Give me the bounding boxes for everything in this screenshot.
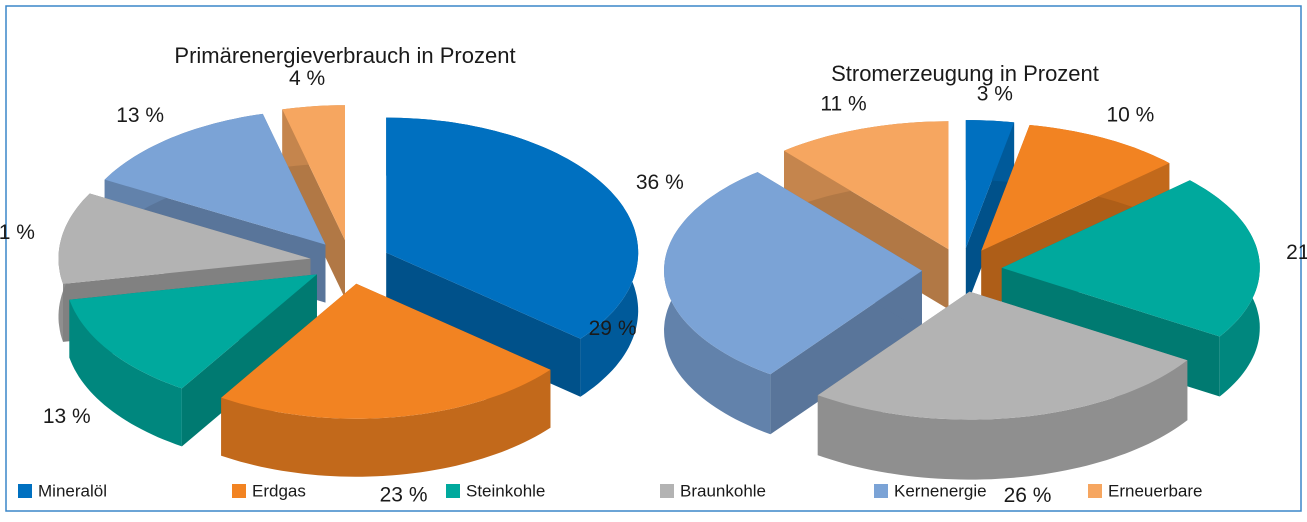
data-label: 3 % bbox=[977, 83, 1013, 106]
legend-label: Erneuerbare bbox=[1108, 481, 1203, 500]
slice-side bbox=[221, 369, 551, 477]
slice bbox=[69, 274, 317, 389]
pie-1 bbox=[664, 120, 1260, 480]
legend-label: Erdgas bbox=[252, 481, 306, 500]
data-label: 26 % bbox=[1004, 484, 1052, 507]
slice-side bbox=[817, 360, 1188, 480]
slice-side bbox=[69, 299, 182, 447]
slice bbox=[981, 125, 1170, 251]
legend-swatch bbox=[18, 484, 32, 498]
data-label: 36 % bbox=[636, 171, 684, 194]
legend-label: Braunkohle bbox=[680, 481, 766, 500]
slice bbox=[817, 291, 1188, 420]
legend-label: Mineralöl bbox=[38, 481, 107, 500]
legend-swatch bbox=[660, 484, 674, 498]
slice-face bbox=[770, 270, 922, 435]
legend-label: Kernenergie bbox=[894, 481, 987, 500]
data-label: 13 % bbox=[43, 405, 91, 428]
slice bbox=[386, 117, 639, 339]
legend-swatch bbox=[1088, 484, 1102, 498]
pie-0 bbox=[58, 105, 639, 477]
slice bbox=[1001, 180, 1260, 337]
data-label: 23 % bbox=[380, 483, 428, 506]
data-label: 13 % bbox=[116, 104, 164, 127]
legend-swatch bbox=[232, 484, 246, 498]
data-label: 29 % bbox=[589, 317, 637, 340]
slice bbox=[221, 283, 551, 419]
legend-swatch bbox=[874, 484, 888, 498]
slice-face bbox=[386, 252, 581, 397]
legend-label: Steinkohle bbox=[466, 481, 545, 500]
slice bbox=[104, 113, 326, 245]
data-label: 21 % bbox=[1286, 241, 1307, 264]
slice bbox=[58, 193, 311, 284]
slice bbox=[282, 105, 345, 241]
chart-title: Primärenergieverbrauch in Prozent bbox=[174, 43, 515, 68]
chart-title: Stromerzeugung in Prozent bbox=[831, 61, 1099, 86]
data-label: 11 % bbox=[820, 92, 866, 115]
data-label: 4 % bbox=[289, 67, 325, 90]
slice bbox=[784, 121, 949, 250]
slice bbox=[664, 172, 922, 375]
data-label: 10 % bbox=[1106, 104, 1154, 127]
legend-swatch bbox=[446, 484, 460, 498]
slice bbox=[965, 120, 1015, 249]
data-label: 11 % bbox=[0, 221, 35, 244]
